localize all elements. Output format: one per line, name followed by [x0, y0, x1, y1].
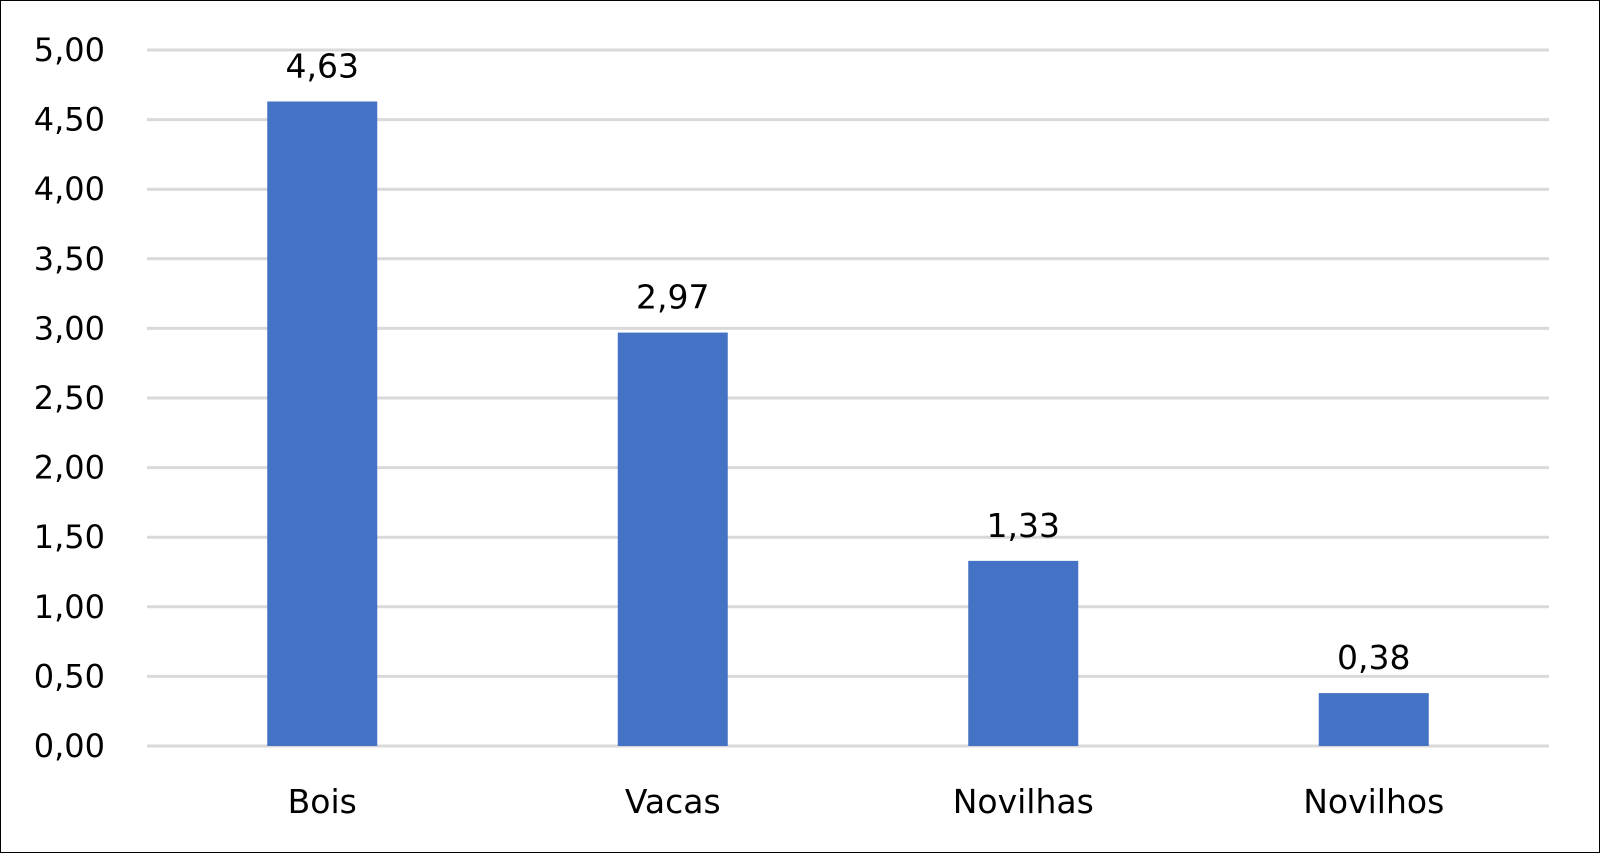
y-tick-label: 3,50 — [34, 240, 105, 278]
data-label: 1,33 — [987, 506, 1060, 545]
bar-novilhos — [1318, 693, 1429, 746]
data-label: 4,63 — [286, 47, 359, 86]
bar-novilhas — [968, 560, 1079, 746]
y-tick-label: 2,00 — [34, 449, 105, 487]
bars — [267, 101, 1429, 746]
bar-vacas — [617, 332, 728, 746]
y-tick-label: 2,50 — [34, 379, 105, 417]
y-tick-label: 1,00 — [34, 588, 105, 626]
y-tick-label: 0,00 — [34, 727, 105, 765]
y-tick-label: 1,50 — [34, 518, 105, 556]
category-label: Vacas — [625, 782, 721, 821]
y-tick-label: 5,00 — [34, 31, 105, 69]
y-tick-label: 4,00 — [34, 170, 105, 208]
data-label: 2,97 — [636, 278, 709, 317]
category-label: Novilhas — [953, 782, 1094, 821]
data-label: 0,38 — [1337, 638, 1410, 677]
y-tick-label: 3,00 — [34, 309, 105, 347]
x-axis-category-labels: Bois Vacas Novilhas Novilhos — [288, 782, 1445, 821]
category-label: Novilhos — [1303, 782, 1444, 821]
category-label: Bois — [288, 782, 357, 821]
y-axis-tick-labels: 0,00 0,50 1,00 1,50 2,00 2,50 3,00 3,50 4,00 4,50… — [34, 31, 105, 765]
gridlines — [147, 48, 1549, 748]
data-labels: 4,63 2,97 1,33 0,38 — [286, 47, 1411, 678]
y-tick-label: 4,50 — [34, 101, 105, 139]
y-tick-label: 0,50 — [34, 657, 105, 695]
bar-bois — [267, 101, 378, 746]
